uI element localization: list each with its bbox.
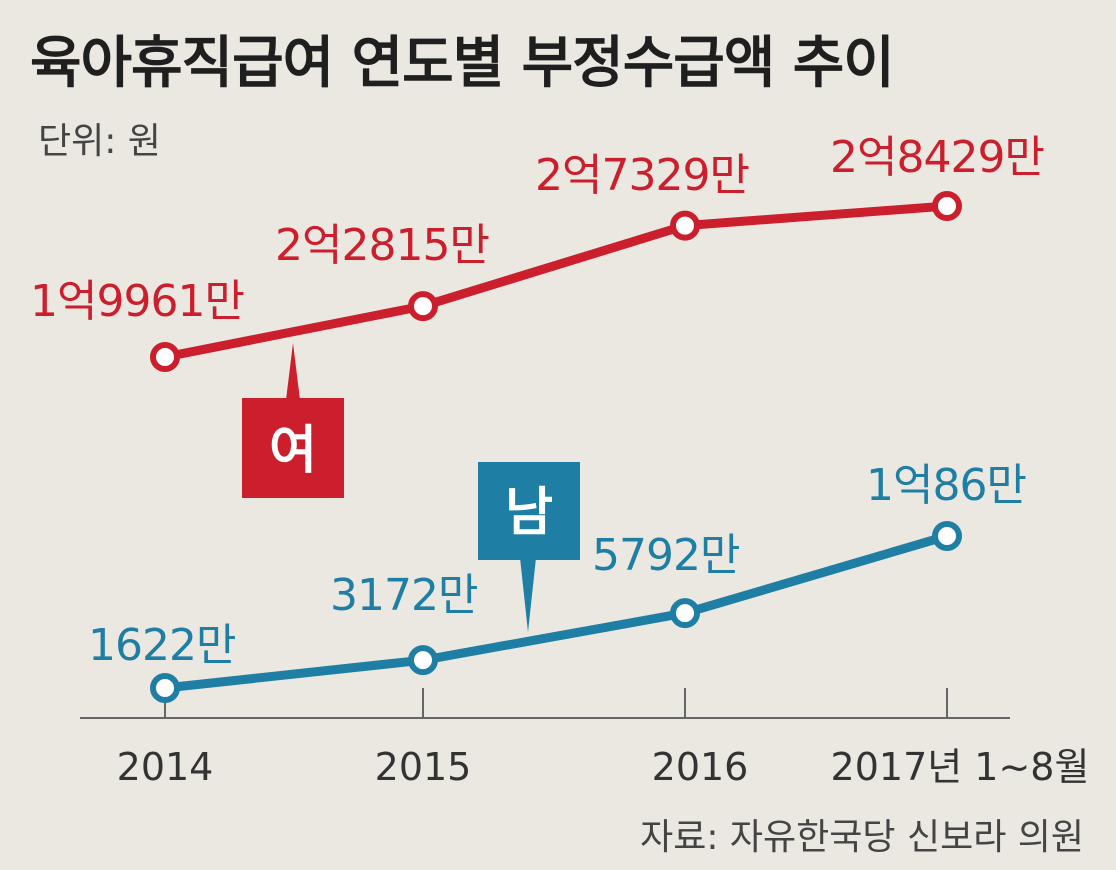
data-label: 5792만 xyxy=(592,530,739,581)
series-tag-label: 여 xyxy=(269,421,317,481)
data-label: 1622만 xyxy=(88,620,235,671)
unit-label: 단위: 원 xyxy=(38,121,161,162)
series-line xyxy=(164,201,948,362)
data-label: 1억9961만 xyxy=(30,276,244,327)
data-label: 1억86만 xyxy=(866,460,1026,511)
data-point xyxy=(932,191,962,221)
series-tag-pointer xyxy=(286,343,300,400)
data-point xyxy=(670,210,700,241)
x-tick-label: 2017년 1~8월 xyxy=(831,745,1090,789)
source-note: 자료: 자유한국당 신보라 의원 xyxy=(640,817,1084,858)
data-label: 2억7329만 xyxy=(535,150,749,201)
x-tick-label: 2016 xyxy=(652,745,749,789)
series-line xyxy=(164,531,949,693)
data-point xyxy=(408,645,438,676)
x-tick-label: 2014 xyxy=(117,745,214,789)
data-point xyxy=(150,673,180,703)
data-point xyxy=(408,291,438,322)
data-point xyxy=(150,342,180,372)
chart-title: 육아휴직급여 연도별 부정수급액 추이 xyxy=(30,31,895,96)
series-tag-box xyxy=(478,462,580,560)
data-point xyxy=(670,598,700,629)
series-tag-pointer xyxy=(520,558,536,632)
data-label: 2억8429만 xyxy=(830,132,1044,183)
data-label: 2억2815만 xyxy=(275,220,489,271)
series-tag-label: 남 xyxy=(505,483,553,543)
data-label: 3172만 xyxy=(330,570,477,621)
x-tick-label: 2015 xyxy=(375,745,472,789)
data-point xyxy=(932,521,962,551)
series-tag-box xyxy=(242,398,344,498)
